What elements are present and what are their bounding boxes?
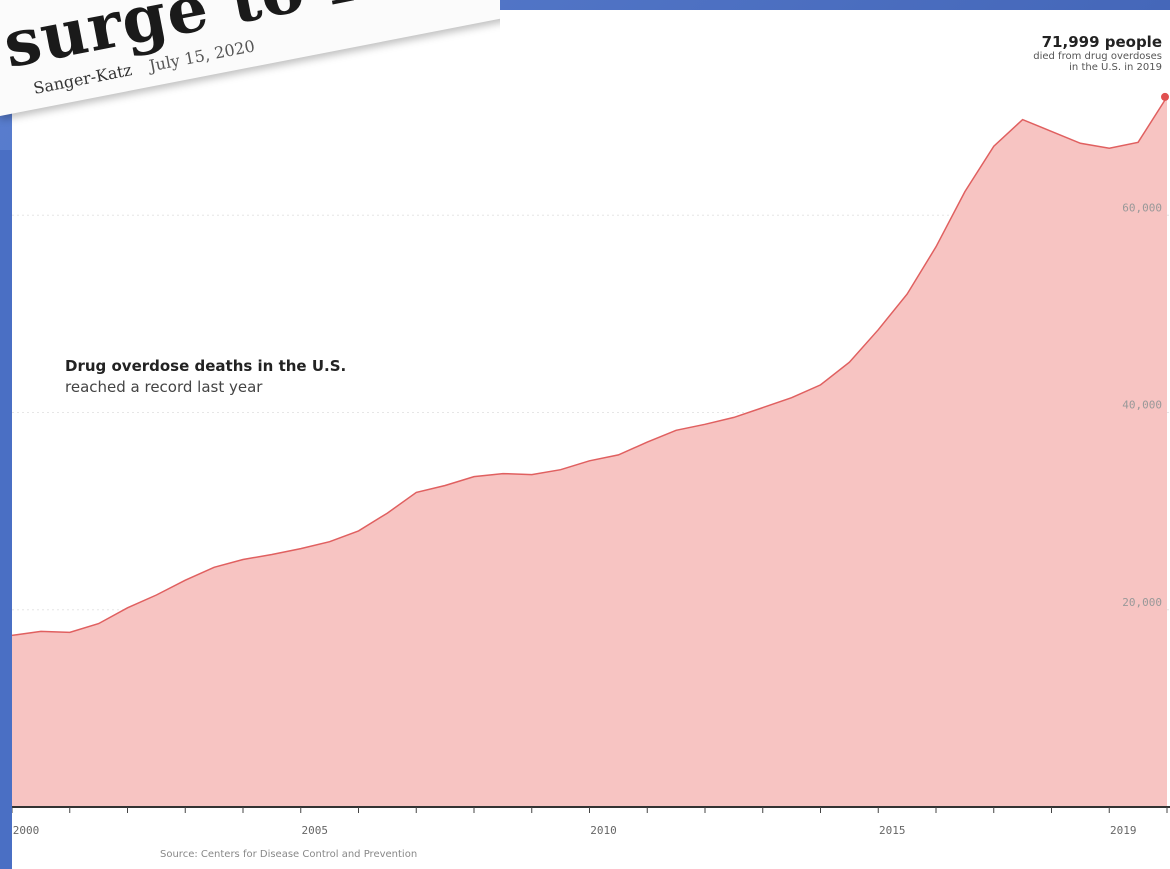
overdose-area-chart: 2000 2005 2010 2015 2019 20,00040,00060,000 … bbox=[12, 33, 1170, 860]
callout-value: 71,999 people bbox=[1042, 33, 1162, 51]
callout-line-1: died from drug overdoses bbox=[1033, 51, 1162, 62]
area-series-line bbox=[12, 96, 1168, 637]
y-tick-label: 40,000 bbox=[1122, 399, 1162, 412]
callout-line-2: in the U.S. in 2019 bbox=[1069, 62, 1162, 73]
area-series-fill bbox=[12, 96, 1167, 807]
chart-panel: 2000 2005 2010 2015 2019 20,000 40,000 60,000 … bbox=[12, 10, 1170, 869]
y-tick-label: 20,000 bbox=[1122, 596, 1162, 609]
x-minor-ticks bbox=[12, 807, 1168, 813]
chart-title: Drug overdose deaths in the U.S. bbox=[65, 357, 346, 375]
x-tick-label: 2019 bbox=[1110, 824, 1137, 837]
y-tick-labels: 20,000 40,000 60,000 bbox=[1122, 201, 1162, 609]
source-note: Source: Centers for Disease Control and … bbox=[160, 849, 417, 860]
x-tick-label: 2000 bbox=[13, 824, 40, 837]
x-tick-label: 2015 bbox=[879, 824, 906, 837]
slide-accent-strip-lower bbox=[0, 510, 12, 869]
x-tick-labels: 2000 2005 2010 2015 2019 bbox=[13, 824, 1137, 837]
callout-dot bbox=[1161, 92, 1169, 101]
chart-subtitle: reached a record last year bbox=[65, 378, 263, 396]
y-tick-label: 60,000 bbox=[1122, 201, 1162, 214]
x-tick-label: 2005 bbox=[302, 824, 329, 837]
x-tick-label: 2010 bbox=[590, 824, 617, 837]
